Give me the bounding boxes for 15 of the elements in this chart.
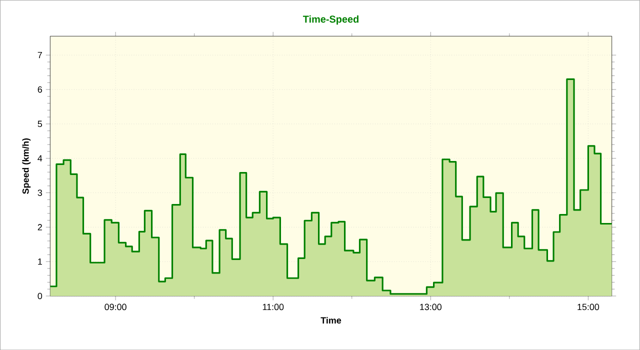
y-tick-label: 0: [38, 292, 42, 300]
x-tick-label: 11:00: [262, 304, 284, 310]
x-axis-title: Time: [320, 316, 342, 324]
chart-title: Time-Speed: [302, 15, 358, 25]
y-tick-label: 7: [38, 52, 42, 58]
x-tick-label: 09:00: [104, 304, 126, 310]
y-tick-label: 1: [38, 258, 42, 265]
y-tick-label: 5: [38, 120, 42, 127]
y-axis-title: Speed (km/h): [22, 138, 31, 194]
y-tick-label: 6: [38, 86, 42, 93]
y-tick-label: 3: [38, 190, 42, 196]
x-tick-label: 13:00: [420, 304, 442, 310]
y-tick-label: 4: [38, 155, 42, 162]
y-tick-label: 2: [38, 224, 42, 230]
x-tick-label: 15:00: [578, 304, 600, 310]
